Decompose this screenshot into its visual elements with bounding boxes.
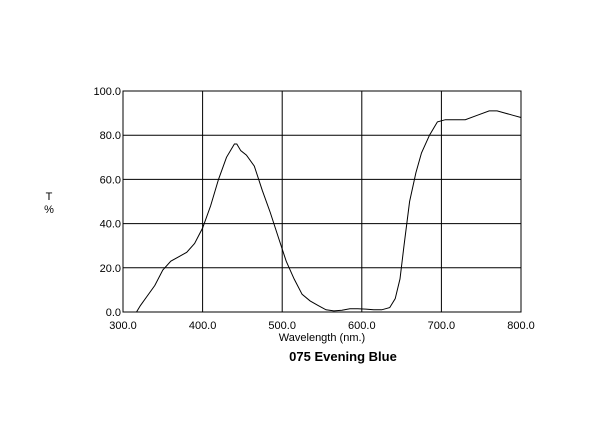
y-tick-label: 40.0 (100, 219, 121, 231)
x-tick-labels: 300.0 400.0 500.0 600.0 700.0 800.0 (109, 320, 535, 332)
plot-frame (122, 90, 522, 313)
x-tick-label: 700.0 (428, 320, 456, 332)
x-tick-label: 300.0 (109, 320, 137, 332)
chart-title: 075 Evening Blue (289, 349, 397, 364)
y-tick-labels: 0.0 20.0 40.0 60.0 80.0 100.0 (93, 86, 121, 319)
y-axis-label-bottom: % (44, 204, 54, 216)
y-tick-label: 80.0 (100, 130, 121, 142)
x-tick-label: 400.0 (189, 320, 217, 332)
x-tick-label: 500.0 (268, 320, 296, 332)
x-tick-label: 800.0 (507, 320, 535, 332)
y-tick-label: 20.0 (100, 263, 121, 275)
grid-lines (123, 91, 521, 312)
transmission-curve (136, 110, 522, 313)
y-axis-label-top: T (46, 191, 53, 203)
y-tick-label: 100.0 (93, 86, 121, 98)
x-axis-label: Wavelength (nm.) (279, 332, 365, 344)
y-tick-label: 0.0 (106, 307, 121, 319)
x-tick-label: 600.0 (348, 320, 376, 332)
y-tick-label: 60.0 (100, 174, 121, 186)
